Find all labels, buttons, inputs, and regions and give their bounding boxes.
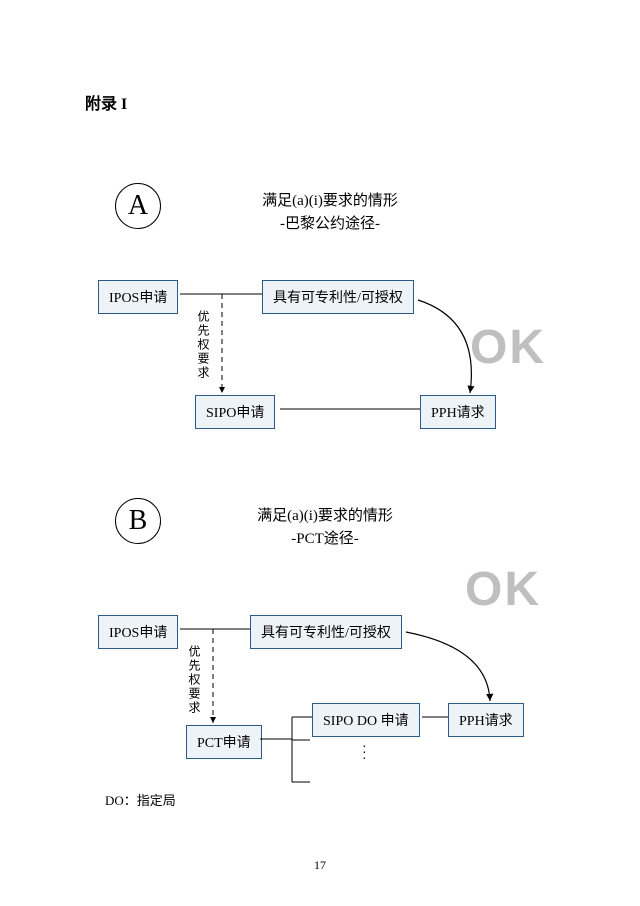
vertical-dots: ··· [362,745,367,763]
box-b-sipodo: SIPO DO 申请 [312,703,420,737]
diagram-a-title-line2: -巴黎公约途径- [280,216,380,232]
page-number: 17 [0,858,640,873]
diagram-b-title: 满足(a)(i)要求的情形 -PCT途径- [225,505,425,550]
box-a-patentable: 具有可专利性/可授权 [262,280,414,314]
box-b-ipos: IPOS申请 [98,615,178,649]
ok-watermark-b: OK [465,562,541,617]
box-b-pph: PPH请求 [448,703,524,737]
box-a-sipo: SIPO申请 [195,395,275,429]
diagram-a-title: 满足(a)(i)要求的情形 -巴黎公约途径- [230,190,430,235]
footnote-do: DO：指定局 [105,790,176,809]
box-a-ipos: IPOS申请 [98,280,178,314]
diagram-b-circle: B [115,498,161,544]
diagram-a-lines [0,0,640,500]
diagram-a-circle: A [115,183,161,229]
ok-watermark-a: OK [470,320,546,375]
priority-label-a: 优先权要求 [195,310,212,380]
priority-label-b: 优先权要求 [186,645,203,715]
diagram-b-title-line1: 满足(a)(i)要求的情形 [257,508,393,524]
box-a-pph: PPH请求 [420,395,496,429]
diagram-b-title-line2: -PCT途径- [291,531,359,547]
diagram-b-lines [0,0,640,906]
appendix-title: 附录 I [85,90,127,114]
box-b-patentable: 具有可专利性/可授权 [250,615,402,649]
diagram-a-title-line1: 满足(a)(i)要求的情形 [262,193,398,209]
box-b-pct: PCT申请 [186,725,262,759]
